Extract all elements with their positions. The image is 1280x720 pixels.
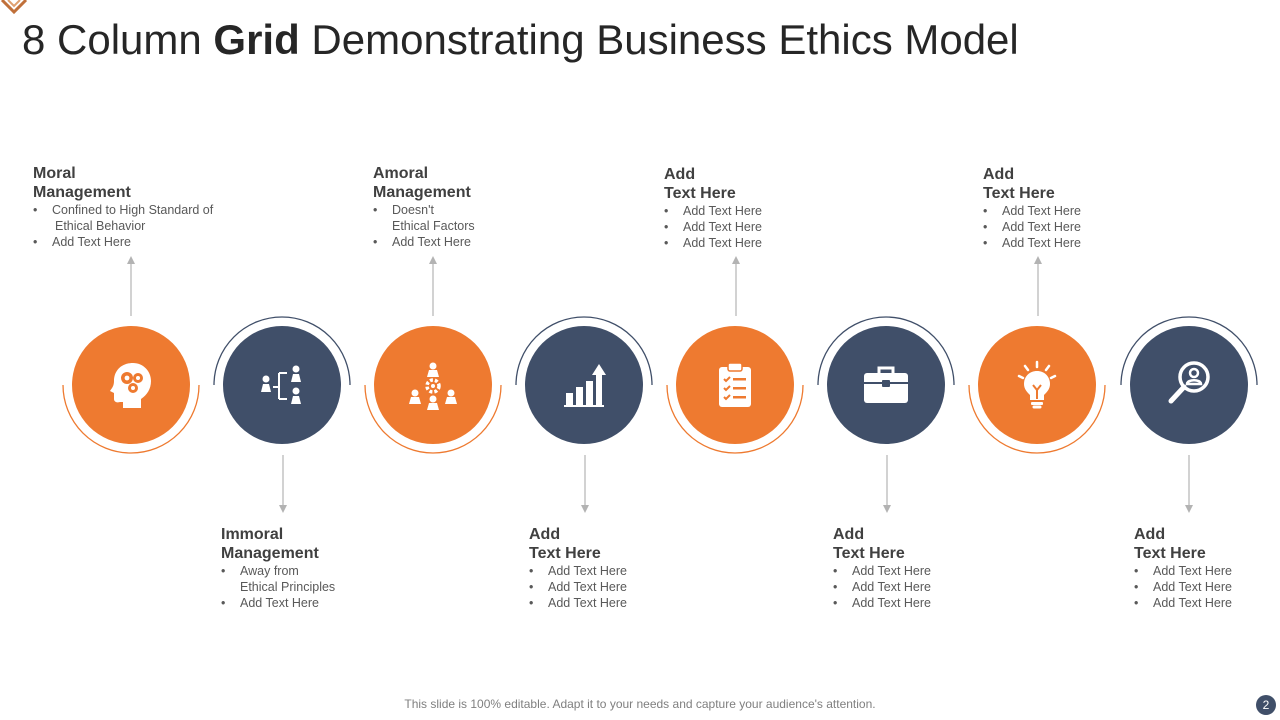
- org-structure-icon: [261, 365, 301, 404]
- step-4-bullet: Add Text Here: [529, 595, 739, 611]
- step-8-arrow-down: [1184, 455, 1194, 518]
- step-4-node: [514, 315, 654, 455]
- step-5-bullet: Add Text Here: [664, 203, 874, 219]
- lightbulb-icon: [1017, 360, 1057, 409]
- step-2-bullet-continued: Ethical Principles: [240, 580, 336, 594]
- step-8-node: [1119, 315, 1259, 455]
- head-gears-icon: [110, 363, 151, 408]
- step-3-bullet: Doesn't: [373, 202, 583, 218]
- step-3-node: [363, 315, 503, 455]
- step-1-bullet: Confined to High Standard of: [33, 202, 243, 218]
- step-5-node: [665, 315, 805, 455]
- footer-note: This slide is 100% editable. Adapt it to…: [404, 697, 876, 711]
- step-1-node: [61, 315, 201, 455]
- step-7-arrow-up: [1033, 256, 1043, 321]
- step-8-bullet: Add Text Here: [1134, 579, 1274, 595]
- step-6-bullet: Add Text Here: [833, 579, 1043, 595]
- step-3-heading: Amoral Management: [373, 165, 471, 201]
- step-6-node: [816, 315, 956, 455]
- step-3-bullet-continued: Ethical Factors: [392, 219, 475, 233]
- step-5-bullet: Add Text Here: [664, 219, 874, 235]
- step-1-arrow-up: [126, 256, 136, 321]
- step-8-heading: Add Text Here: [1134, 526, 1206, 562]
- step-2-bullet: Add Text Here: [221, 595, 431, 611]
- step-2-node: [212, 315, 352, 455]
- step-2-heading: Immoral Management: [221, 526, 319, 562]
- step-2-arrow-down: [278, 455, 288, 518]
- step-2-bullet: Away from: [221, 563, 431, 579]
- step-4-bullet: Add Text Here: [529, 563, 739, 579]
- step-7-bullet: Add Text Here: [983, 235, 1193, 251]
- step-4-heading: Add Text Here: [529, 526, 601, 562]
- step-7-heading: Add Text Here: [983, 166, 1055, 202]
- step-3-bullet: Add Text Here: [373, 234, 583, 250]
- brand-logo-icon: [0, 0, 28, 15]
- step-6-bullet: Add Text Here: [833, 563, 1043, 579]
- step-3-arrow-up: [428, 256, 438, 321]
- step-7-node: [967, 315, 1107, 455]
- step-1-heading: Moral Management: [33, 165, 131, 201]
- step-4-arrow-down: [580, 455, 590, 518]
- step-1-bullet: Add Text Here: [33, 234, 243, 250]
- step-8-bullet: Add Text Here: [1134, 595, 1274, 611]
- step-5-arrow-up: [731, 256, 741, 321]
- step-7-bullet: Add Text Here: [983, 203, 1193, 219]
- briefcase-icon: [864, 366, 908, 403]
- page-number-badge: 2: [1256, 695, 1276, 715]
- step-6-heading: Add Text Here: [833, 526, 905, 562]
- step-7-bullet: Add Text Here: [983, 219, 1193, 235]
- step-5-bullet: Add Text Here: [664, 235, 874, 251]
- step-6-arrow-down: [882, 455, 892, 518]
- step-1-bullet-continued: Ethical Behavior: [55, 219, 146, 233]
- step-6-bullet: Add Text Here: [833, 595, 1043, 611]
- step-5-heading: Add Text Here: [664, 166, 736, 202]
- team-gear-icon: [409, 362, 457, 410]
- bar-chart-arrow-icon: [564, 364, 606, 407]
- person-search-icon: [1168, 361, 1210, 404]
- page-title: 8 Column Grid Demonstrating Business Eth…: [22, 16, 1019, 63]
- step-4-bullet: Add Text Here: [529, 579, 739, 595]
- clipboard-checklist-icon: [719, 362, 751, 407]
- step-8-bullet: Add Text Here: [1134, 563, 1274, 579]
